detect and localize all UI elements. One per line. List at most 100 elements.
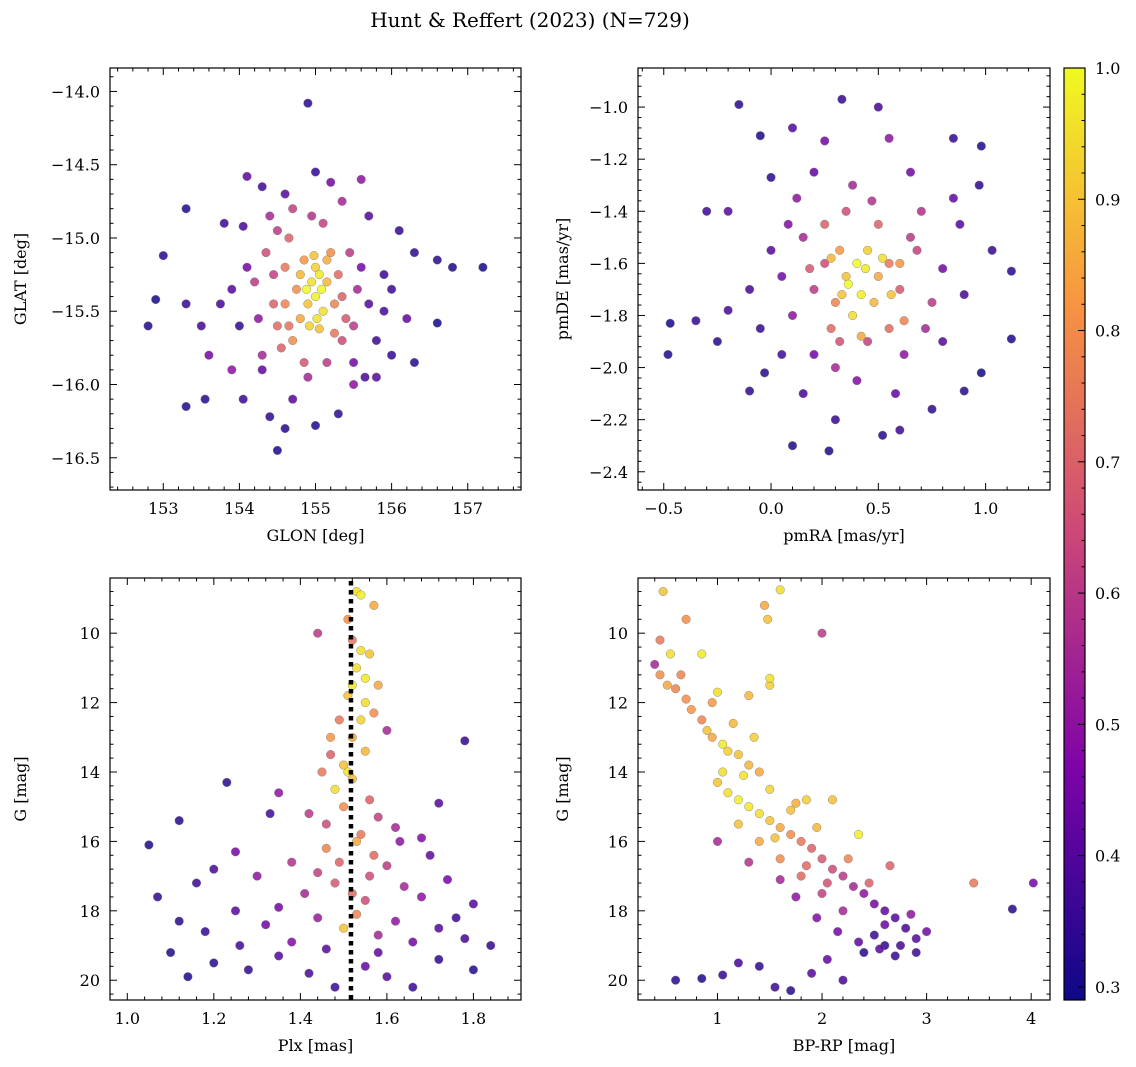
data-point (408, 937, 418, 947)
y-tick-label: −1.2 (589, 150, 628, 169)
data-point (313, 913, 323, 923)
y-tick-label: −14.5 (51, 156, 100, 175)
data-point (791, 892, 801, 902)
data-point (460, 736, 470, 746)
data-point (387, 350, 397, 360)
data-point (770, 982, 780, 992)
y-tick-label: −2.0 (589, 359, 628, 378)
data-point (330, 299, 340, 309)
data-point (723, 206, 733, 216)
data-point (901, 923, 911, 933)
data-point (896, 941, 906, 951)
x-axis-label: BP-RP [mag] (793, 1036, 895, 1055)
data-point (884, 324, 894, 334)
data-point (288, 336, 298, 346)
x-tick-label: 3 (922, 1009, 932, 1028)
data-point (655, 670, 665, 680)
data-point (287, 937, 297, 947)
data-point (770, 833, 780, 843)
data-point (364, 211, 374, 221)
data-point (830, 415, 840, 425)
data-point (938, 337, 948, 347)
data-point (854, 830, 864, 840)
data-point (200, 927, 210, 937)
data-point (744, 691, 754, 701)
data-point (242, 262, 252, 272)
data-point (318, 306, 328, 316)
data-point (432, 318, 442, 328)
x-tick-label: 0.0 (758, 499, 783, 518)
data-point (801, 795, 811, 805)
data-point (365, 795, 375, 805)
panel-pmra-pmde: −0.5 0.0 0.5 1.0 −1.0 −1.2 −1.4 −1.6 −1.8 −2.0 −2.… (553, 67, 1051, 545)
data-point (204, 350, 214, 360)
data-point (697, 974, 707, 984)
colorbar-tick-label: 0.7 (1095, 453, 1120, 472)
data-point (304, 321, 314, 331)
data-point (269, 270, 279, 280)
data-point (261, 920, 271, 930)
plot-area (638, 578, 1050, 1000)
data-point (365, 871, 375, 881)
scatter-points (143, 98, 488, 455)
data-point (274, 902, 284, 912)
scatter-points (663, 94, 1016, 456)
data-point (745, 284, 755, 294)
data-point (322, 255, 332, 265)
data-point (219, 218, 229, 228)
data-point (326, 248, 336, 258)
x-tick-label: 4 (1026, 1009, 1036, 1028)
data-point (745, 386, 755, 396)
data-point (313, 628, 323, 638)
data-point (143, 321, 153, 331)
data-point (257, 350, 267, 360)
data-point (250, 277, 260, 287)
data-point (723, 305, 733, 315)
data-point (763, 614, 773, 624)
data-point (235, 941, 245, 951)
data-point (303, 299, 313, 309)
data-point (713, 836, 723, 846)
data-point (387, 284, 397, 294)
data-point (373, 680, 383, 690)
data-point (394, 226, 404, 236)
data-point (798, 389, 808, 399)
data-point (417, 833, 427, 843)
data-point (697, 715, 707, 725)
data-point (686, 705, 696, 715)
data-point (373, 930, 383, 940)
data-point (288, 394, 298, 404)
data-point (777, 350, 787, 360)
x-tick-label: −0.5 (644, 499, 683, 518)
data-point (326, 177, 336, 187)
data-point (280, 424, 290, 434)
data-point (822, 954, 832, 964)
data-point (337, 292, 347, 302)
data-point (326, 732, 336, 742)
data-point (333, 409, 343, 419)
data-point (369, 708, 379, 718)
data-point (309, 251, 319, 261)
data-point (451, 913, 461, 923)
data-point (927, 404, 937, 414)
y-tick-label: 18 (80, 902, 100, 921)
data-point (733, 819, 743, 829)
data-point (360, 961, 370, 971)
data-point (181, 204, 191, 214)
data-point (303, 98, 313, 108)
data-point (807, 843, 817, 853)
data-point (349, 321, 359, 331)
data-point (817, 628, 827, 638)
data-point (265, 211, 275, 221)
data-point (848, 311, 858, 321)
data-point (434, 923, 444, 933)
y-tick-label: 12 (80, 694, 100, 713)
data-point (837, 94, 847, 104)
data-point (843, 279, 853, 289)
colorbar-tick-label: 0.8 (1095, 322, 1120, 341)
data-point (339, 760, 349, 770)
data-point (373, 948, 383, 958)
data-point (321, 819, 331, 829)
data-point (788, 311, 798, 321)
